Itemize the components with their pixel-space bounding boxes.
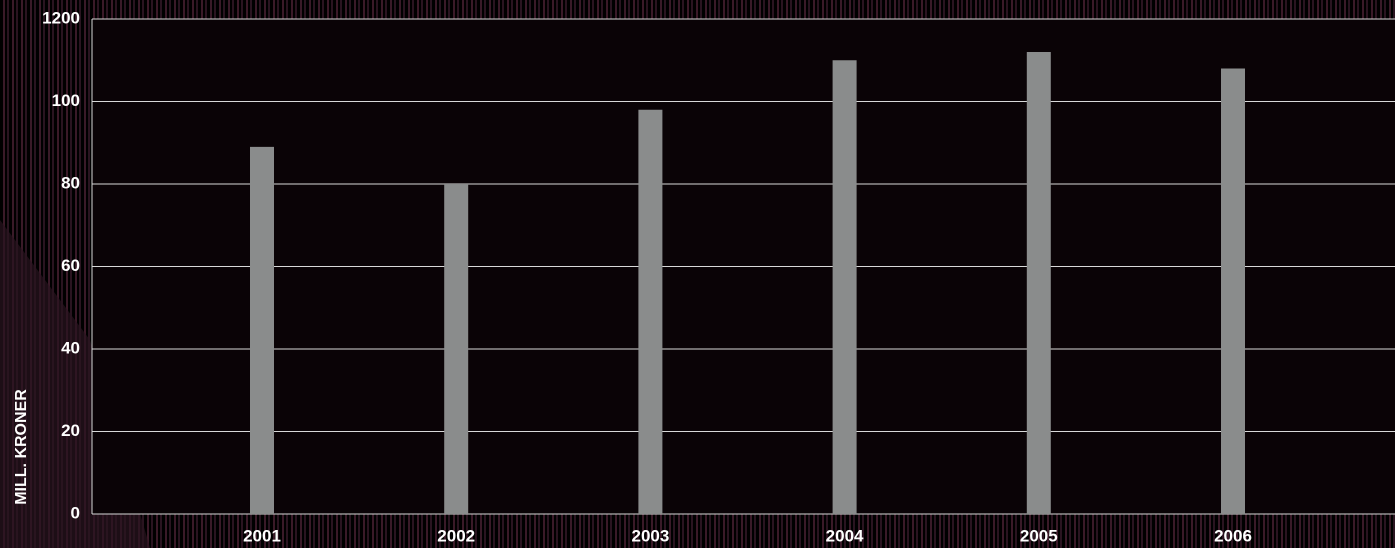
y-tick-label: 100	[52, 91, 80, 110]
x-tick-label: 2004	[826, 526, 864, 545]
bar	[444, 184, 469, 514]
x-tick-label: 2001	[243, 526, 281, 545]
y-tick-label: 40	[61, 338, 80, 357]
y-tick-label: 0	[71, 503, 80, 522]
y-tick-label: 80	[61, 173, 80, 192]
y-axis-label: MILL. KRONER	[13, 389, 30, 505]
x-tick-label: 2005	[1020, 526, 1058, 545]
bar	[832, 60, 857, 514]
x-tick-label: 2006	[1214, 526, 1252, 545]
x-tick-label: 2003	[631, 526, 669, 545]
x-tick-label: 2002	[437, 526, 475, 545]
y-tick-label: 1200	[42, 8, 80, 27]
y-tick-label: 60	[61, 256, 80, 275]
bar	[1221, 68, 1245, 514]
y-tick-label: 20	[61, 421, 80, 440]
bar	[638, 109, 663, 514]
bar	[250, 146, 274, 514]
bar	[1026, 52, 1051, 514]
